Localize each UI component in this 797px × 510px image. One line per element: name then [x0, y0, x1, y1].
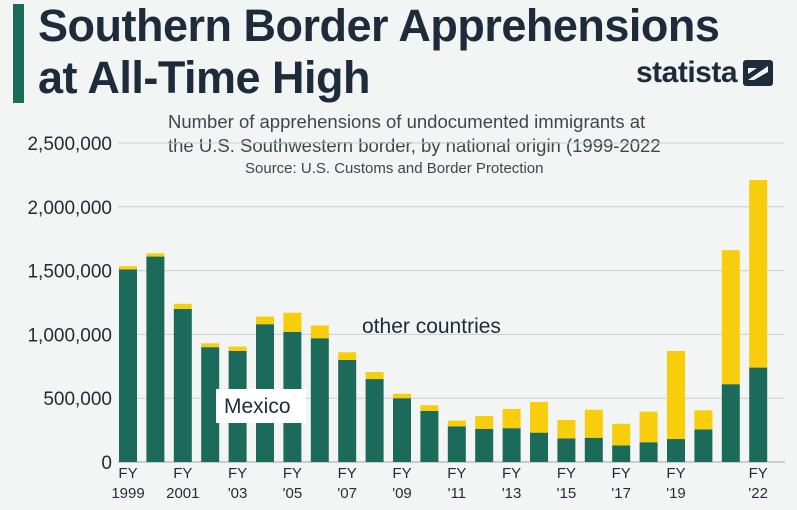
- bar-mexico: [557, 438, 576, 462]
- x-tick-label: FY: [612, 465, 631, 482]
- bar-other-countries: [502, 409, 521, 429]
- bar-mexico: [365, 379, 384, 462]
- bar-other-countries: [667, 350, 685, 440]
- chart-title: Southern Border Apprehensions at All-Tim…: [38, 0, 720, 104]
- bar-mexico: [475, 428, 494, 462]
- bar-other-countries: [173, 303, 192, 309]
- x-tick-label: FY: [392, 465, 411, 482]
- subtitle-line-2: the U.S. Southwestern border, by nationa…: [168, 135, 661, 156]
- bar-other-countries: [749, 180, 768, 368]
- x-tick-label: '22: [748, 485, 768, 502]
- bar-other-countries: [393, 393, 411, 399]
- title-accent-bar: [13, 4, 24, 103]
- x-tick-label: 1999: [111, 485, 144, 502]
- bar-mexico: [393, 398, 411, 462]
- x-tick-label: '09: [392, 485, 412, 502]
- statista-mark-icon: [743, 60, 774, 86]
- bar-other-countries: [447, 420, 466, 427]
- subtitle-line-1: Number of apprehensions of undocumented …: [168, 111, 646, 132]
- bar-mexico: [667, 439, 685, 462]
- chart-source: Source: U.S. Customs and Border Protecti…: [245, 160, 544, 177]
- chart-subtitle: Number of apprehensions of undocumented …: [168, 110, 768, 158]
- bar-other-countries: [612, 423, 631, 446]
- x-tick-label: '19: [666, 485, 686, 502]
- annotation-background: [216, 389, 306, 423]
- x-tick-label: '15: [557, 485, 577, 502]
- y-tick-label: 1,000,000: [27, 325, 112, 346]
- x-tick-label: FY: [557, 465, 576, 482]
- x-tick-label: '11: [448, 485, 466, 502]
- x-tick-label: FY: [228, 465, 247, 482]
- bar-mexico: [173, 308, 192, 462]
- bar-mexico: [201, 347, 220, 462]
- bar-mexico: [420, 410, 439, 462]
- bar-mexico: [447, 426, 466, 462]
- bar-other-countries: [283, 312, 302, 332]
- bar-other-countries: [530, 402, 548, 433]
- x-tick-label: '07: [337, 485, 357, 502]
- bar-mexico: [721, 384, 740, 462]
- x-tick-label: 2001: [166, 485, 199, 502]
- bar-other-countries: [639, 411, 658, 443]
- x-tick-label: FY: [447, 465, 466, 482]
- annotation-mexico: Mexico: [224, 395, 291, 418]
- x-tick-label: FY: [338, 465, 357, 482]
- bar-mexico: [530, 432, 548, 462]
- brand-name: statista: [636, 56, 738, 89]
- bar-other-countries: [475, 416, 494, 429]
- x-tick-label: FY: [283, 465, 302, 482]
- y-tick-label: 0: [101, 453, 112, 474]
- y-tick-label: 500,000: [43, 389, 112, 410]
- y-tick-label: 1,500,000: [27, 262, 112, 283]
- bar-mexico: [119, 269, 137, 462]
- bar-mexico: [612, 445, 631, 462]
- title-line-1: Southern Border Apprehensions: [38, 0, 720, 51]
- x-tick-label: FY: [173, 465, 192, 482]
- bar-other-countries: [256, 316, 274, 325]
- bar-other-countries: [201, 343, 220, 348]
- x-tick-label: '03: [228, 485, 248, 502]
- x-tick-label: FY: [666, 465, 685, 482]
- statista-logo: statista: [636, 56, 774, 90]
- bar-other-countries: [557, 419, 576, 439]
- x-tick-label: FY: [749, 465, 768, 482]
- x-tick-label: '17: [611, 485, 631, 502]
- y-tick-label: 2,500,000: [27, 134, 112, 155]
- bar-other-countries: [338, 352, 357, 360]
- bar-mexico: [502, 428, 521, 462]
- bar-mexico: [694, 429, 713, 462]
- x-tick-label: FY: [118, 465, 137, 482]
- x-tick-label: '05: [283, 485, 303, 502]
- bar-other-countries: [420, 405, 439, 411]
- bar-other-countries: [721, 250, 740, 385]
- bar-mexico: [584, 437, 603, 462]
- bar-mexico: [749, 367, 768, 462]
- bar-other-countries: [119, 266, 137, 270]
- bar-mexico: [639, 442, 658, 462]
- bar-other-countries: [584, 409, 603, 438]
- bar-other-countries: [365, 372, 384, 380]
- bar-mexico: [338, 359, 357, 462]
- bar-other-countries: [694, 410, 713, 430]
- annotation-other-countries: other countries: [362, 315, 501, 338]
- bar-mexico: [310, 338, 329, 462]
- y-tick-label: 2,000,000: [27, 198, 112, 219]
- bar-mexico: [146, 256, 165, 462]
- x-tick-label: '13: [502, 485, 522, 502]
- bar-other-countries: [310, 325, 329, 339]
- bar-other-countries: [228, 346, 247, 351]
- x-tick-label: FY: [502, 465, 521, 482]
- bar-other-countries: [146, 253, 165, 257]
- title-line-2: at All-Time High: [38, 52, 371, 103]
